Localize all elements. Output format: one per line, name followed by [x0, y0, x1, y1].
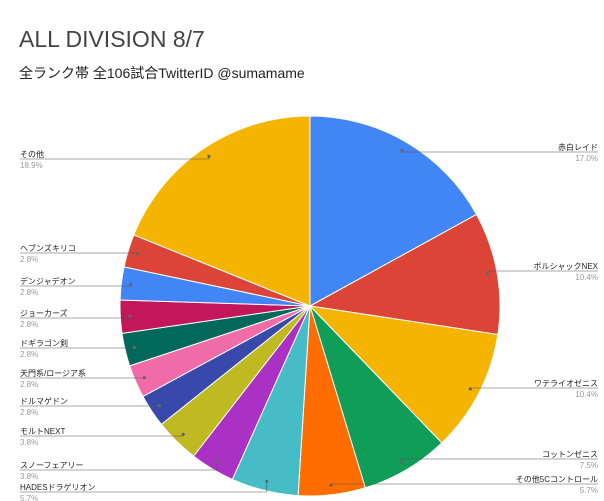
slice-7-label: スノーフェアリー [20, 461, 84, 470]
slice-2-leader-dot [486, 272, 490, 276]
slice-2-percent: 10.4% [575, 273, 598, 282]
slice-6-percent: 5.7% [20, 494, 38, 501]
slice-4-leader-line [401, 458, 598, 462]
slice-15-label: その他 [20, 149, 44, 159]
slice-3-leader-dot [468, 387, 472, 391]
slice-10-percent: 2.8% [20, 380, 38, 389]
slice-1-percent: 17.0% [575, 154, 598, 163]
chart-subtitle: 全ランク帯 全106試合TwitterID @sumamame [19, 65, 305, 81]
slice-10-label: 天門系/ロージア系 [20, 368, 86, 378]
slice-5-leader-dot [329, 483, 333, 487]
slice-5-label: その他5Cコントロール [516, 474, 598, 484]
slice-1-wedge [309, 115, 478, 307]
slice-11-label: ドギラゴン剣 [20, 338, 68, 348]
chart-title: ALL DIVISION 8/7 [19, 26, 205, 52]
slice-9-percent: 2.8% [20, 408, 38, 417]
slice-9-label: ドルマゲドン [20, 396, 68, 406]
slice-3-wedge [308, 305, 499, 444]
slice-15-leader-line [20, 156, 210, 160]
slice-9-leader-dot [157, 404, 161, 408]
slice-1-label: 赤白レイド [558, 142, 598, 152]
slice-12-label: ジョーカーズ [20, 308, 68, 318]
slice-1-leader-dot [400, 149, 404, 153]
slice-14-leader-dot [135, 251, 139, 256]
slice-13-percent: 2.8% [20, 288, 38, 297]
slice-12-percent: 2.8% [20, 320, 38, 329]
slice-3-leader-line [469, 387, 598, 389]
slice-4-leader-dot [399, 460, 403, 464]
slice-14-leader-line [20, 252, 138, 254]
slice-12-leader-dot [128, 314, 132, 318]
slice-3-percent: 10.4% [575, 390, 598, 399]
slice-5-percent: 5.7% [580, 486, 598, 495]
slice-10-leader-dot [142, 376, 146, 380]
slice-15-wedge [133, 115, 311, 307]
slice-8-percent: 3.8% [20, 438, 38, 447]
slice-4-label: コットンゼニス [542, 449, 598, 459]
slice-6-leader-line [20, 481, 268, 493]
slice-13-leader-dot [129, 282, 133, 287]
slice-11-percent: 2.8% [20, 350, 38, 359]
slice-8-leader-dot [181, 432, 185, 436]
slice-11-leader-dot [132, 346, 136, 350]
slice-15-leader-dot [207, 154, 211, 158]
slice-2-label: ボルシャックNEX [534, 262, 599, 271]
slice-6-leader-dot [265, 479, 269, 483]
slice-15-percent: 18.9% [20, 161, 43, 170]
pie-slices [119, 115, 501, 497]
slice-6-label: HADESドラゲリオン [20, 482, 96, 492]
slice-7-leader-line [20, 460, 218, 471]
slice-8-label: モルトNEXT [20, 427, 65, 436]
slice-14-percent: 2.8% [20, 255, 38, 264]
pie-labels: 赤白レイド 17.0% ボルシャックNEX 10.4% ワテライオゼニス 10.4% コット… [20, 142, 599, 501]
slice-7-leader-dot [215, 459, 219, 463]
slice-7-percent: 3.8% [20, 472, 38, 481]
slice-2-wedge [308, 213, 501, 336]
slice-4-percent: 7.5% [580, 461, 598, 470]
slice-13-label: デンジャデオン [20, 276, 76, 286]
slice-14-label: ヘブンズキリコ [20, 243, 76, 253]
slice-3-label: ワテライオゼニス [534, 378, 598, 388]
